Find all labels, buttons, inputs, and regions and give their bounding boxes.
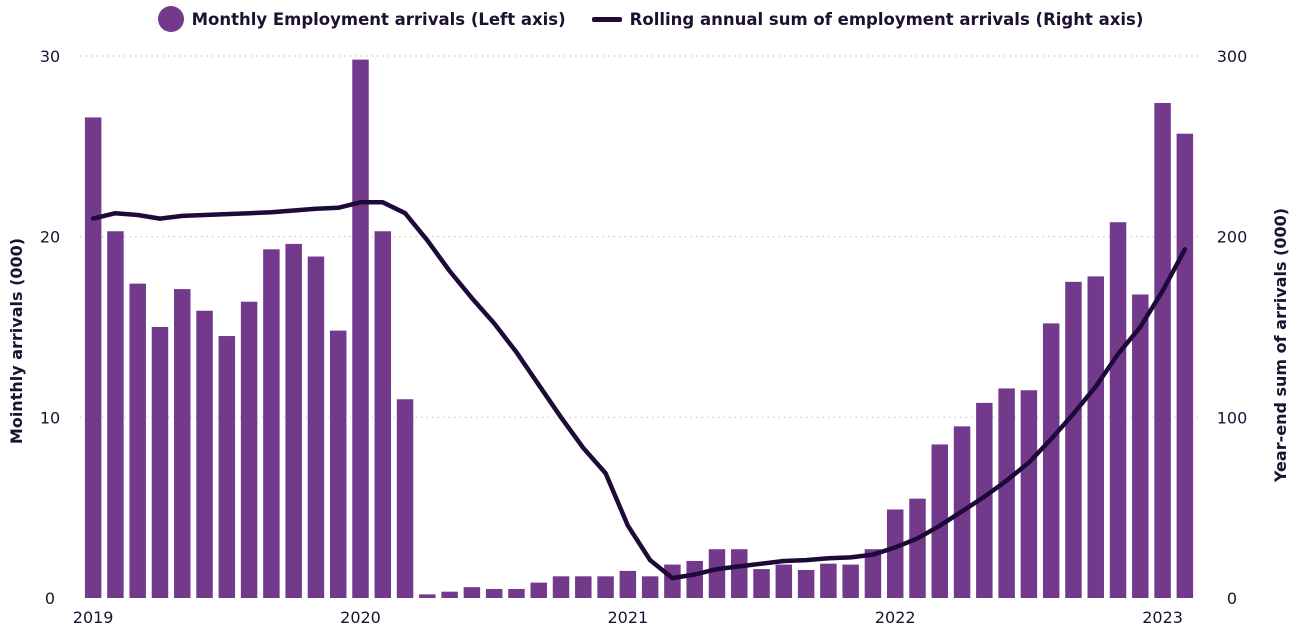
bar — [84, 117, 102, 598]
x-tick-label: 2021 — [608, 608, 649, 627]
bar — [441, 591, 458, 598]
bar — [864, 549, 882, 598]
bar — [731, 549, 748, 598]
left-tick-label: 20 — [40, 228, 60, 247]
bar — [1154, 102, 1171, 599]
bar — [240, 301, 258, 598]
bar — [775, 564, 793, 598]
bar — [263, 249, 280, 598]
right-tick-label: 200 — [1217, 228, 1248, 247]
bar — [352, 59, 369, 598]
left-tick-label: 10 — [40, 408, 60, 427]
left-axis-ticks: 0 10 20 30 — [40, 47, 60, 608]
bar — [196, 310, 213, 598]
legend-item-line: Rolling annual sum of employment arrival… — [591, 9, 1144, 29]
bar — [641, 576, 659, 598]
bar — [909, 498, 926, 598]
legend-bar-swatch-icon — [157, 6, 184, 32]
left-tick-label: 0 — [45, 589, 55, 608]
bar — [285, 243, 302, 599]
x-tick-label: 2022 — [875, 608, 916, 627]
bar — [1042, 323, 1060, 598]
x-tick-label: 2023 — [1142, 608, 1183, 627]
bar — [976, 402, 993, 598]
bar — [664, 564, 681, 598]
line-series — [90, 200, 1188, 581]
legend-bar-label: Monthly Employment arrivals (Left axis) — [191, 9, 566, 29]
series-line — [90, 200, 1188, 581]
bar — [1132, 294, 1149, 598]
bar — [396, 399, 414, 598]
right-tick-label: 300 — [1217, 47, 1248, 66]
legend: Monthly Employment arrivals (Left axis) … — [0, 6, 1301, 32]
bar — [485, 588, 503, 598]
bar — [753, 569, 770, 598]
x-tick-label: 2020 — [340, 608, 381, 627]
bar — [1020, 390, 1038, 598]
bar — [419, 594, 436, 598]
right-tick-label: 100 — [1217, 408, 1248, 427]
bar — [708, 549, 726, 598]
bar — [886, 509, 904, 598]
bar — [374, 231, 392, 598]
bar — [174, 289, 191, 598]
bar-series — [84, 59, 1194, 599]
bar — [129, 283, 146, 598]
bar — [307, 256, 325, 598]
left-axis-title: Mointhly arrivals (000) — [7, 238, 26, 444]
bar — [820, 563, 837, 598]
bar — [686, 560, 703, 598]
bar — [463, 587, 481, 598]
bar — [107, 231, 124, 598]
bar — [597, 576, 614, 598]
bar — [575, 576, 592, 598]
bar — [931, 444, 949, 598]
bar — [151, 327, 169, 598]
bar — [530, 582, 547, 598]
right-axis-ticks: 0 100 200 300 — [1217, 47, 1248, 608]
bar — [508, 588, 525, 598]
bar — [1065, 281, 1082, 598]
bar — [329, 330, 347, 598]
bar — [552, 576, 570, 598]
right-tick-label: 0 — [1227, 589, 1237, 608]
bar — [1087, 276, 1104, 598]
bar — [1176, 133, 1194, 599]
bar — [842, 564, 859, 598]
right-axis-title: Year-end sum of arrivals (000) — [1271, 208, 1290, 483]
bar — [797, 569, 815, 598]
left-tick-label: 30 — [40, 47, 60, 66]
x-tick-label: 2019 — [73, 608, 114, 627]
bar — [218, 336, 236, 598]
legend-item-bars: Monthly Employment arrivals (Left axis) — [157, 6, 566, 32]
bar — [998, 388, 1015, 598]
bar — [1109, 222, 1127, 599]
legend-line-swatch-icon — [591, 16, 622, 22]
bar — [619, 570, 637, 598]
legend-line-label: Rolling annual sum of employment arrival… — [629, 9, 1144, 29]
x-axis-ticks: 2019 2020 2021 2022 2023 — [73, 608, 1183, 627]
